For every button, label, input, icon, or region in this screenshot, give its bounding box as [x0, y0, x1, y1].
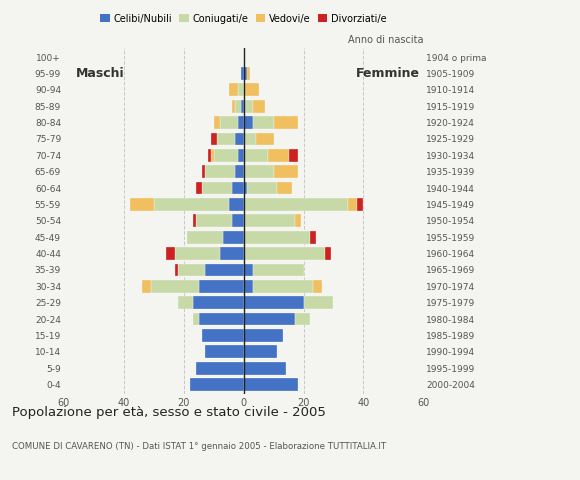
Bar: [246, 67, 249, 80]
Bar: [241, 67, 244, 80]
Bar: [193, 312, 198, 325]
Bar: [234, 165, 244, 178]
Text: COMUNE DI CAVARENO (TN) - Dati ISTAT 1° gennaio 2005 - Elaborazione TUTTITALIA.I: COMUNE DI CAVARENO (TN) - Dati ISTAT 1° …: [12, 442, 386, 451]
Bar: [349, 198, 357, 211]
Bar: [208, 149, 211, 162]
Bar: [231, 100, 234, 112]
Bar: [229, 198, 244, 211]
Bar: [234, 132, 244, 145]
Bar: [198, 280, 244, 293]
Bar: [234, 100, 241, 112]
Bar: [175, 247, 220, 260]
Bar: [142, 280, 151, 293]
Bar: [244, 264, 252, 276]
Bar: [151, 280, 198, 293]
Bar: [130, 198, 154, 211]
Bar: [205, 346, 244, 358]
Text: Anno di nascita: Anno di nascita: [348, 35, 423, 45]
Bar: [177, 264, 205, 276]
Bar: [220, 116, 238, 129]
Bar: [313, 280, 321, 293]
Bar: [324, 247, 331, 260]
Bar: [357, 198, 364, 211]
Bar: [205, 264, 244, 276]
Bar: [252, 100, 264, 112]
Bar: [205, 165, 234, 178]
Bar: [252, 116, 274, 129]
Bar: [244, 231, 310, 243]
Text: Maschi: Maschi: [75, 67, 124, 80]
Bar: [267, 149, 288, 162]
Bar: [244, 280, 252, 293]
Bar: [244, 346, 277, 358]
Bar: [202, 181, 231, 194]
Bar: [244, 67, 246, 80]
Text: Femmine: Femmine: [356, 67, 419, 80]
Bar: [244, 247, 324, 260]
Bar: [223, 231, 244, 243]
Bar: [310, 231, 316, 243]
Bar: [187, 231, 223, 243]
Bar: [238, 116, 244, 129]
Bar: [252, 264, 303, 276]
Bar: [295, 215, 300, 227]
Bar: [193, 215, 195, 227]
Bar: [166, 247, 175, 260]
Bar: [244, 362, 285, 374]
Bar: [274, 165, 298, 178]
Bar: [244, 215, 295, 227]
Bar: [303, 296, 334, 309]
Bar: [202, 329, 244, 342]
Bar: [244, 84, 259, 96]
Bar: [220, 247, 244, 260]
Legend: Celibi/Nubili, Coniugati/e, Vedovi/e, Divorziati/e: Celibi/Nubili, Coniugati/e, Vedovi/e, Di…: [96, 10, 391, 27]
Bar: [244, 100, 252, 112]
Bar: [190, 378, 244, 391]
Bar: [211, 149, 213, 162]
Bar: [213, 116, 220, 129]
Bar: [195, 362, 244, 374]
Bar: [256, 132, 274, 145]
Text: Popolazione per età, sesso e stato civile - 2005: Popolazione per età, sesso e stato civil…: [12, 406, 325, 419]
Bar: [175, 264, 177, 276]
Bar: [244, 132, 256, 145]
Bar: [244, 181, 246, 194]
Bar: [274, 116, 298, 129]
Bar: [244, 296, 303, 309]
Bar: [252, 280, 313, 293]
Bar: [244, 329, 282, 342]
Bar: [238, 149, 244, 162]
Bar: [213, 149, 238, 162]
Bar: [195, 215, 231, 227]
Bar: [244, 165, 274, 178]
Bar: [244, 116, 252, 129]
Bar: [238, 84, 244, 96]
Bar: [202, 165, 205, 178]
Bar: [244, 378, 298, 391]
Bar: [246, 181, 277, 194]
Bar: [229, 84, 238, 96]
Bar: [211, 132, 216, 145]
Bar: [193, 296, 244, 309]
Bar: [277, 181, 292, 194]
Bar: [231, 181, 244, 194]
Bar: [198, 312, 244, 325]
Bar: [195, 181, 202, 194]
Bar: [177, 296, 193, 309]
Bar: [231, 215, 244, 227]
Bar: [241, 100, 244, 112]
Bar: [244, 149, 267, 162]
Bar: [154, 198, 229, 211]
Bar: [244, 312, 295, 325]
Bar: [216, 132, 234, 145]
Bar: [295, 312, 310, 325]
Bar: [288, 149, 298, 162]
Bar: [244, 198, 349, 211]
